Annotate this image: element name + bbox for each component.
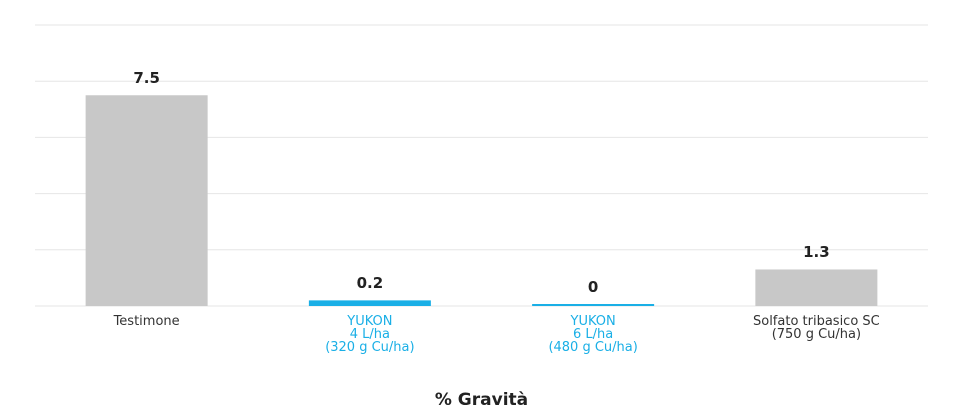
data-label: 1.3	[803, 243, 830, 262]
data-label: 0	[587, 278, 599, 296]
x-tick-label: Solfato tribasico SC (750 g Cu/ha)	[752, 314, 880, 342]
x-tick-label: YUKON 6 L/ha (480 g Cu/ha)	[548, 314, 638, 355]
bar	[85, 95, 208, 306]
x-tick-label: YUKON 4 L/ha (320 g Cu/ha)	[325, 314, 415, 355]
bar	[308, 300, 431, 306]
bar	[755, 269, 878, 306]
data-label: 7.5	[133, 69, 160, 88]
bar	[532, 304, 655, 306]
data-label: 0.2	[356, 274, 384, 293]
x-axis-title: % Gravità	[434, 390, 529, 410]
x-tick-label: Testimone	[113, 314, 180, 329]
